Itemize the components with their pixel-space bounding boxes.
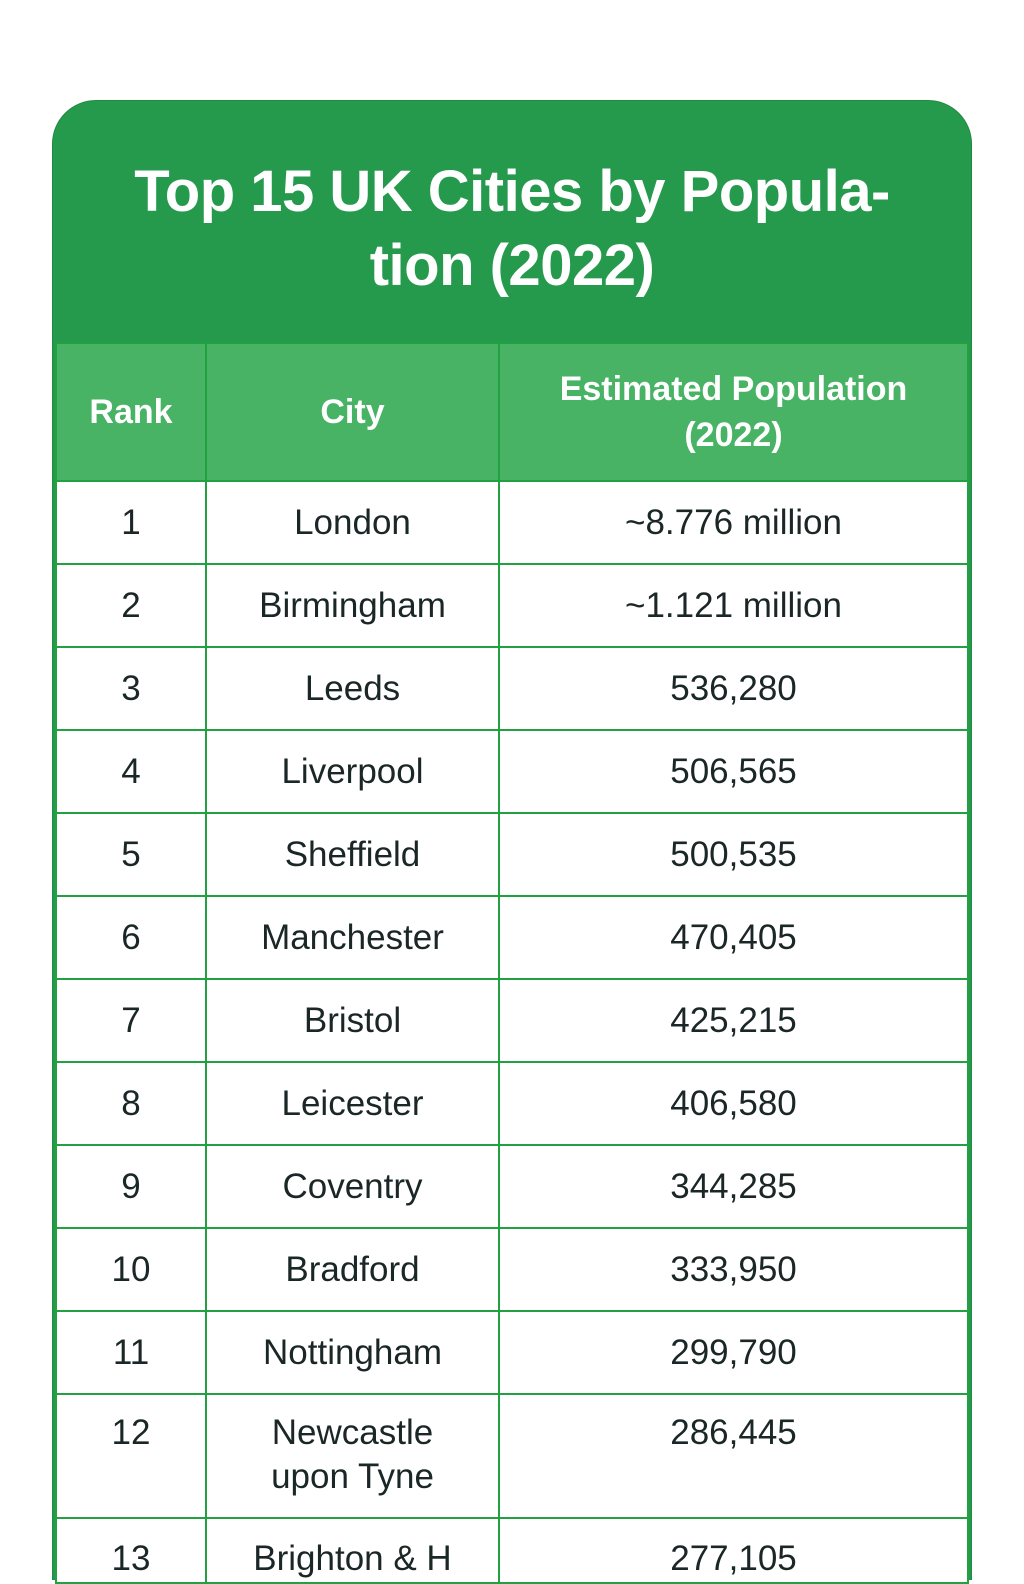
rank-cell: 10 [55,1227,207,1312]
population-cell: 406,580 [498,1061,969,1146]
table-row: 11 Nottingham 299,790 [55,1310,969,1395]
city-cell: Sheffield [205,812,500,897]
table-row: 5 Sheffield 500,535 [55,812,969,897]
population-cell: 286,445 [498,1393,969,1519]
header-row: Rank City Estimated Population (2022) [55,342,969,482]
rank-cell: 7 [55,978,207,1063]
population-cell: 277,105 [498,1517,969,1584]
city-cell: Manchester [205,895,500,980]
city-cell: Bradford [205,1227,500,1312]
population-cell: 536,280 [498,646,969,731]
city-cell: Bristol [205,978,500,1063]
header-population: Estimated Population (2022) [498,342,969,482]
city-cell: Nottingham [205,1310,500,1395]
table-row: 7 Bristol 425,215 [55,978,969,1063]
population-cell: 506,565 [498,729,969,814]
city-cell: London [205,480,500,565]
rank-cell: 11 [55,1310,207,1395]
population-cell: 425,215 [498,978,969,1063]
page-title: Top 15 UK Cities by Popula- tion (2022) [0,0,1024,303]
title-line-2: tion (2022) [369,233,655,298]
city-cell: Brighton & H [205,1517,500,1584]
table-row: 3 Leeds 536,280 [55,646,969,731]
table-row: 4 Liverpool 506,565 [55,729,969,814]
rank-cell: 13 [55,1517,207,1584]
city-cell: Coventry [205,1144,500,1229]
table-row: 8 Leicester 406,580 [55,1061,969,1146]
population-cell: 470,405 [498,895,969,980]
table-row: 10 Bradford 333,950 [55,1227,969,1312]
table-row: 9 Coventry 344,285 [55,1144,969,1229]
header-rank: Rank [55,342,207,482]
population-cell: ~8.776 million [498,480,969,565]
population-cell: ~1.121 million [498,563,969,648]
city-cell: Birmingham [205,563,500,648]
rank-cell: 12 [55,1393,207,1519]
rank-cell: 5 [55,812,207,897]
table-row: 2 Birmingham ~1.121 million [55,563,969,648]
rank-cell: 6 [55,895,207,980]
city-cell: Leicester [205,1061,500,1146]
table-row: 12 Newcastle upon Tyne 286,445 [55,1393,969,1519]
header-city: City [205,342,500,482]
rank-cell: 1 [55,480,207,565]
city-cell: Leeds [205,646,500,731]
population-cell: 333,950 [498,1227,969,1312]
title-line-1: Top 15 UK Cities by Popula- [134,159,890,224]
population-cell: 500,535 [498,812,969,897]
table-row: 1 London ~8.776 million [55,480,969,565]
city-cell: Liverpool [205,729,500,814]
table-row: 6 Manchester 470,405 [55,895,969,980]
rank-cell: 8 [55,1061,207,1146]
population-cell: 344,285 [498,1144,969,1229]
population-cell: 299,790 [498,1310,969,1395]
rank-cell: 3 [55,646,207,731]
rank-cell: 2 [55,563,207,648]
table-row: 13 Brighton & H 277,105 [55,1517,969,1584]
rank-cell: 9 [55,1144,207,1229]
city-cell: Newcastle upon Tyne [205,1393,500,1519]
rank-cell: 4 [55,729,207,814]
